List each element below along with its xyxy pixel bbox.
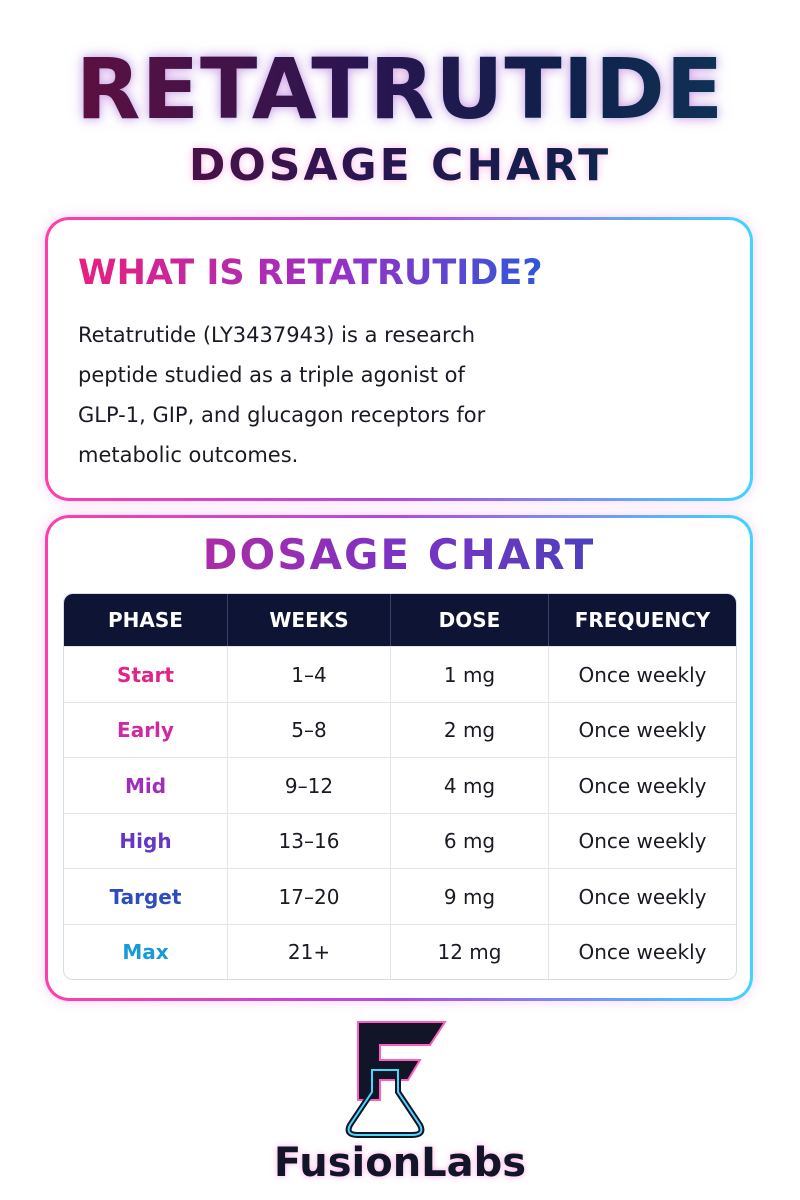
table-cell: 13–16 xyxy=(228,813,391,869)
subtitle: DOSAGE CHART xyxy=(0,140,800,191)
table-cell: 6 mg xyxy=(391,813,549,869)
table-row: Target 17–20 9 mg Once weekly xyxy=(64,868,736,925)
table-row: High 13–16 6 mg Once weekly xyxy=(64,812,736,869)
column-header: FREQUENCY xyxy=(574,608,711,632)
table-cell: 17–20 xyxy=(228,869,391,925)
table-cell: Once weekly xyxy=(578,884,707,909)
table-cell: 9–12 xyxy=(228,758,391,814)
phase-cell: High xyxy=(64,813,228,869)
table-title: DOSAGE CHART xyxy=(45,530,753,579)
phase-cell: Target xyxy=(64,869,228,925)
table-cell: 1 mg xyxy=(391,647,549,703)
table-cell: Once weekly xyxy=(578,829,707,854)
table-cell: Once weekly xyxy=(578,718,707,743)
header-row: PHASE WEEKS DOSE FREQUENCY xyxy=(64,594,736,646)
title: RETATRUTIDE xyxy=(0,40,800,138)
column-header: PHASE xyxy=(64,594,228,646)
table-cell: Once weekly xyxy=(578,773,707,798)
dosage-table: PHASE WEEKS DOSE FREQUENCY Start 1–4 1 mg Once … xyxy=(63,593,737,980)
column-header: WEEKS xyxy=(228,594,391,646)
table-cell: 4 mg xyxy=(391,758,549,814)
table-cell: 21+ xyxy=(228,924,391,979)
phase-cell: Early xyxy=(64,702,228,758)
intro-card xyxy=(45,217,753,501)
table-cell: 5–8 xyxy=(228,702,391,758)
table-cell: 12 mg xyxy=(391,924,549,979)
table-cell: Once weekly xyxy=(578,940,707,965)
table-row: Early 5–8 2 mg Once weekly xyxy=(64,701,736,758)
table-cell: Once weekly xyxy=(578,662,707,687)
intro-text: Retatrutide (LY3437943) is a research pe… xyxy=(78,323,486,467)
logo xyxy=(345,1021,447,1138)
table-row: Mid 9–12 4 mg Once weekly xyxy=(64,757,736,814)
column-header: DOSE xyxy=(391,594,549,646)
phase-cell: Max xyxy=(64,924,228,979)
intro-heading: WHAT IS RETATRUTIDE? xyxy=(78,253,543,293)
phase-cell: Mid xyxy=(64,758,228,814)
table-cell: 1–4 xyxy=(228,647,391,703)
table-row: Start 1–4 1 mg Once weekly xyxy=(64,646,736,703)
brand: FusionLabs xyxy=(273,1140,527,1186)
table-cell: 2 mg xyxy=(391,702,549,758)
phase-cell: Start xyxy=(64,647,228,703)
table-cell: 9 mg xyxy=(391,869,549,925)
table-row: Max 21+ 12 mg Once weekly xyxy=(64,923,736,979)
